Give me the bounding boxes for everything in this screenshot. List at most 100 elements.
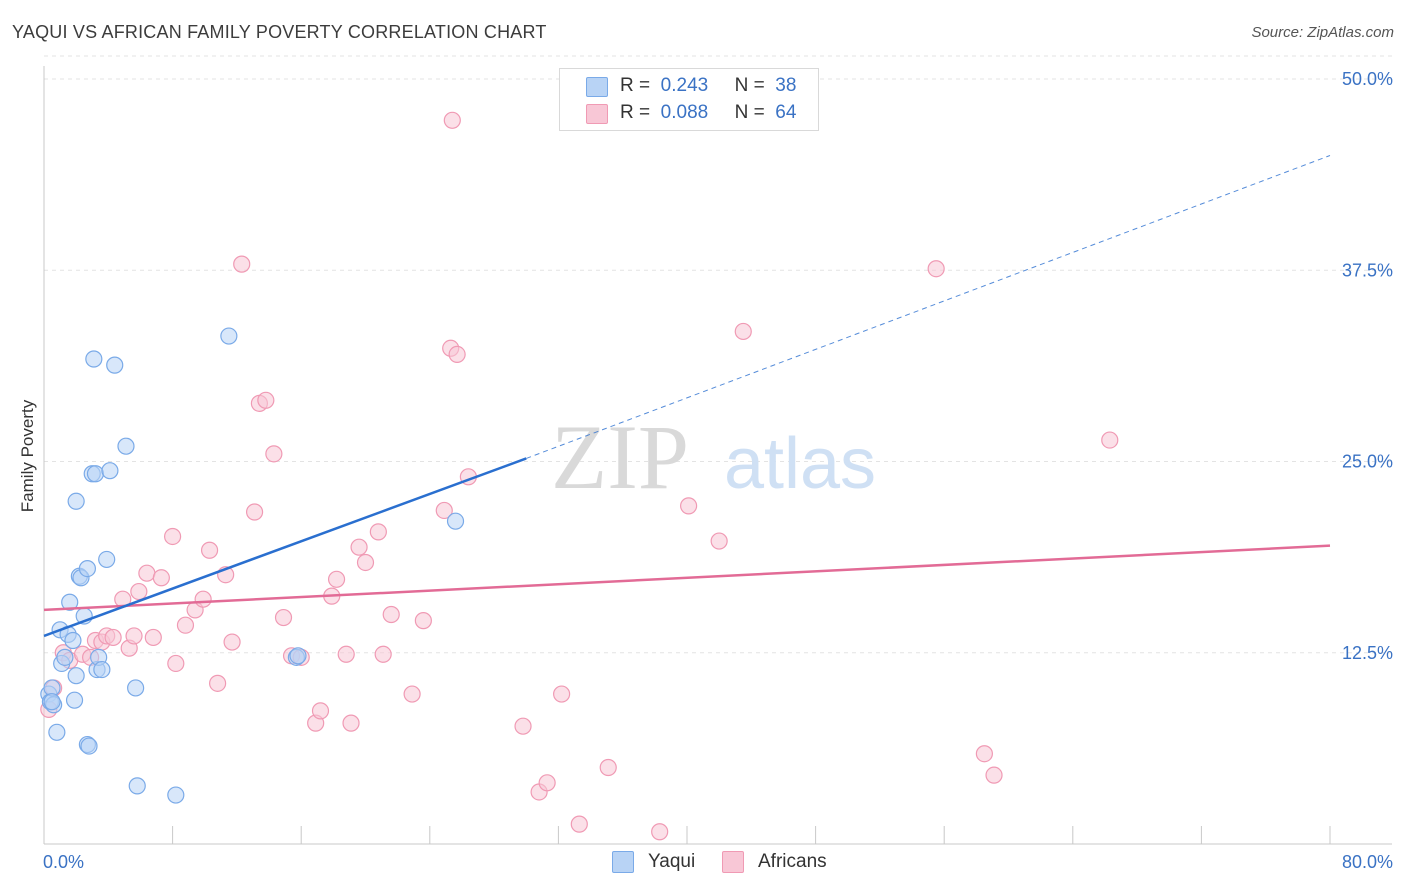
yaqui-point xyxy=(220,327,238,345)
africans-point xyxy=(274,608,293,627)
yaqui-points xyxy=(40,327,465,804)
africans-point xyxy=(927,260,945,278)
yaqui-point xyxy=(43,693,61,711)
watermark: ZIP atlas xyxy=(551,406,876,508)
africans-point xyxy=(257,391,275,409)
africans-point xyxy=(223,633,241,651)
yaqui-trend-extension xyxy=(526,155,1331,459)
yaqui-point xyxy=(64,631,82,650)
africans-point xyxy=(553,685,571,703)
yaqui-point xyxy=(106,356,124,374)
yaqui-point xyxy=(289,647,307,665)
africans-point xyxy=(374,645,392,663)
axes xyxy=(43,66,1392,845)
yaqui-point xyxy=(78,559,97,578)
africans-point xyxy=(651,823,669,841)
legend-item-africans[interactable]: Africans xyxy=(722,851,827,873)
africans-point xyxy=(975,745,993,763)
y-tick-label: 50.0% xyxy=(1342,69,1393,89)
africans-swatch xyxy=(586,104,608,124)
africans-point xyxy=(209,674,227,692)
yaqui-point xyxy=(65,691,84,709)
n-label: N = xyxy=(734,75,765,96)
y-tick-label: 12.5% xyxy=(1342,643,1393,663)
r-label: R = xyxy=(620,102,651,123)
africans-point xyxy=(599,758,617,777)
legend: Yaqui Africans xyxy=(0,851,1406,877)
africans-point xyxy=(125,627,143,645)
yaqui-point xyxy=(80,737,98,755)
watermark-atlas: atlas xyxy=(724,424,876,504)
legend-item-yaqui[interactable]: Yaqui xyxy=(612,851,695,873)
yaqui-point xyxy=(127,679,145,697)
yaqui-point xyxy=(86,465,105,483)
africans-point xyxy=(1101,431,1119,449)
africans-point xyxy=(382,605,400,624)
africans-point xyxy=(200,541,219,559)
n-value-yaqui: 38 xyxy=(775,75,797,96)
africans-point xyxy=(985,766,1003,784)
source-label: Source: ZipAtlas.com xyxy=(1251,24,1394,41)
grid-lines xyxy=(44,55,1392,654)
africans-point xyxy=(245,503,264,521)
africans-point xyxy=(734,322,752,341)
africans-point xyxy=(311,702,330,720)
africans-point xyxy=(138,564,156,582)
africans-point xyxy=(435,501,453,520)
africans-point xyxy=(327,570,346,588)
africans-point xyxy=(414,612,432,630)
africans-trend-line xyxy=(43,544,1331,612)
africans-point xyxy=(403,685,421,703)
x-tick-label-max: 80.0% xyxy=(1341,852,1393,872)
yaqui-point xyxy=(93,660,111,679)
yaqui-point xyxy=(167,786,185,804)
yaqui-point xyxy=(85,350,103,368)
africans-point xyxy=(194,590,212,608)
africans-point xyxy=(443,111,461,129)
africans-point xyxy=(350,538,368,556)
africans-point xyxy=(167,654,185,673)
legend-label-yaqui: Yaqui xyxy=(648,851,696,872)
africans-point xyxy=(448,345,466,363)
y-tick-label: 37.5% xyxy=(1342,260,1393,280)
y-tick-label: 25.0% xyxy=(1342,452,1393,472)
legend-label-africans: Africans xyxy=(758,851,827,872)
africans-point xyxy=(514,717,532,735)
yaqui-swatch xyxy=(612,851,634,873)
y-tick-labels: 12.5% 25.0% 37.5% 50.0% xyxy=(1342,69,1393,663)
r-label: R = xyxy=(620,75,651,96)
yaqui-trend-line xyxy=(43,457,527,638)
africans-point xyxy=(337,645,355,663)
africans-point xyxy=(176,616,195,634)
r-value-africans: 0.088 xyxy=(660,102,709,123)
stats-box: R = 0.243 N = 38 R = 0.088 N = 64 xyxy=(559,68,819,131)
africans-point xyxy=(710,532,728,550)
yaqui-point xyxy=(67,492,85,510)
x-tick-label-min: 0.0% xyxy=(43,852,85,872)
africans-point xyxy=(680,497,698,515)
watermark-zip: ZIP xyxy=(551,406,689,508)
africans-point xyxy=(164,527,182,546)
yaqui-point xyxy=(56,648,74,666)
yaqui-point xyxy=(117,437,135,455)
africans-point xyxy=(130,582,148,601)
chart-title: YAQUI VS AFRICAN FAMILY POVERTY CORRELAT… xyxy=(12,22,547,42)
africans-point xyxy=(152,569,170,587)
yaqui-point xyxy=(128,777,146,795)
yaqui-point xyxy=(98,550,116,569)
africans-point xyxy=(369,523,387,541)
yaqui-point xyxy=(101,462,119,480)
africans-point xyxy=(356,553,375,572)
yaqui-point xyxy=(61,593,79,611)
africans-point xyxy=(538,774,556,792)
africans-swatch xyxy=(722,851,744,873)
africans-point xyxy=(144,628,162,647)
yaqui-point xyxy=(48,723,66,741)
africans-point xyxy=(104,628,122,647)
yaqui-point xyxy=(446,512,465,530)
n-label: N = xyxy=(734,102,765,123)
yaqui-swatch xyxy=(586,77,608,97)
trend-lines xyxy=(43,155,1331,638)
r-value-yaqui: 0.243 xyxy=(660,75,709,96)
